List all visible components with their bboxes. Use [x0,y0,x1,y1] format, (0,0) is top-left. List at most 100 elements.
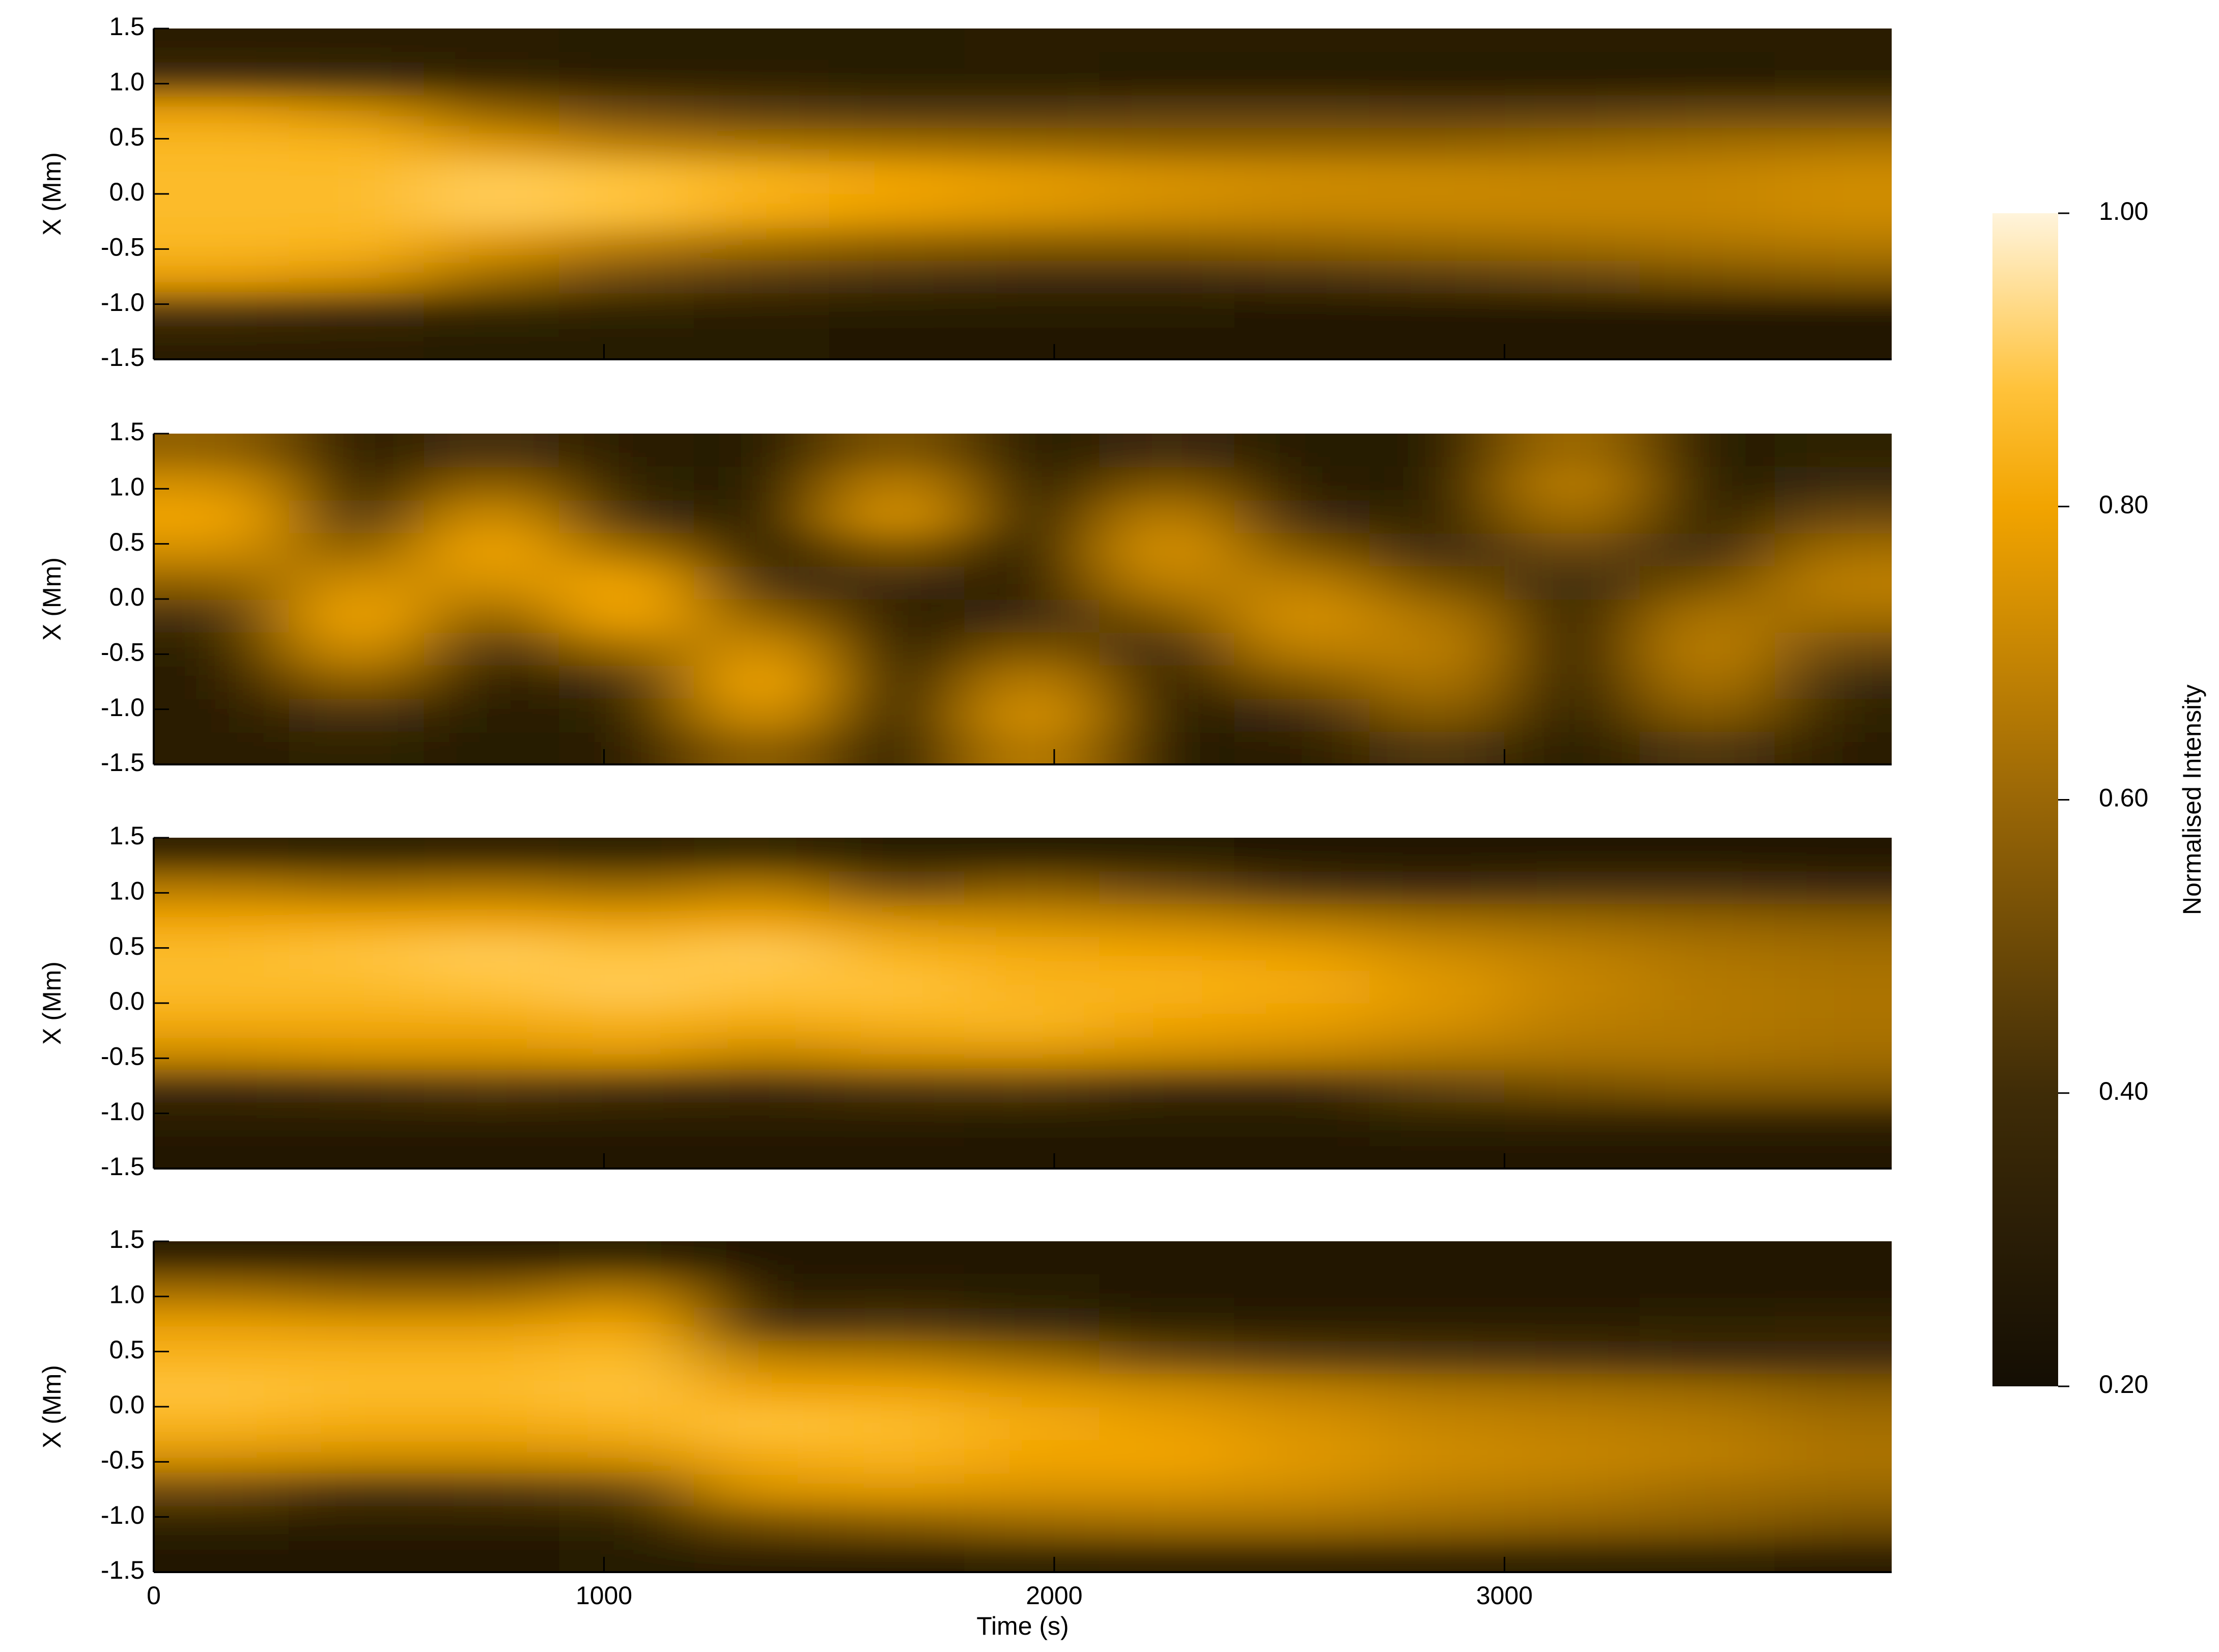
heatmap-cell [154,698,290,732]
heatmap-cell [1504,1241,1640,1275]
heatmap-cell [559,904,695,937]
heatmap-cell [154,871,290,904]
heatmap-cell [154,62,290,95]
heatmap-cell [829,1135,965,1169]
heatmap-cell [424,1407,560,1440]
heatmap-cell [1099,62,1235,95]
heatmap-cell [559,698,695,732]
heatmap-cell [1234,1341,1370,1374]
heatmap-cell [289,1135,425,1169]
heatmap-cell [1234,1307,1370,1341]
heatmap-cell [559,533,695,566]
heatmap-cell [154,1374,290,1407]
heatmap-cell [1639,1036,1776,1070]
heatmap-cell [289,161,425,194]
y-tick-label: -1.0 [101,1501,145,1529]
y-tick-label: -0.5 [101,1042,145,1071]
heatmap-cell [694,904,830,937]
heatmap-cell [1775,1307,1892,1341]
heatmap-cell [1099,260,1235,294]
heatmap-cell [829,1341,965,1374]
heatmap-cell [154,1473,290,1506]
heatmap-cell [964,467,1100,500]
y-tick-label: -1.5 [101,748,145,777]
heatmap-cell [154,500,290,533]
heatmap-cell [829,128,965,161]
heatmap-cell [289,1307,425,1341]
heatmap-cell [1234,632,1370,666]
heatmap-cell [289,1407,425,1440]
heatmap-cell [1639,95,1776,128]
heatmap-cell [964,293,1100,327]
heatmap-cell [1775,1003,1892,1037]
y-tick-label: 0.0 [109,1390,145,1419]
heatmap-cell [1639,29,1776,62]
heatmap-cell [1099,293,1235,327]
heatmap-cell [289,1036,425,1070]
heatmap-cell [1504,500,1640,533]
heatmap-cell [424,62,560,95]
heatmap-cell [1775,1506,1892,1540]
heatmap-cell [1775,1473,1892,1506]
heatmap-cell [1099,1069,1235,1103]
heatmap-cell [154,731,290,764]
heatmap-cell [1369,227,1505,261]
heatmap-cell [559,566,695,600]
heatmap-cell [559,194,695,227]
heatmap-cell [964,665,1100,699]
heatmap-cell [1775,161,1892,194]
heatmap-cell [1639,1102,1776,1136]
heatmap-cell [1504,467,1640,500]
heatmap-cell [559,665,695,699]
heatmap-cell [289,1069,425,1103]
heatmap-cell [694,1407,830,1440]
heatmap-cell [694,632,830,666]
heatmap-cell [1639,838,1776,871]
heatmap-cell [289,1506,425,1540]
heatmap-cell [964,1506,1100,1540]
heatmap-cell [1369,533,1505,566]
heatmap-cell [1369,326,1505,359]
heatmap-cell [1369,194,1505,227]
heatmap-cell [289,62,425,95]
y-tick-label: -1.0 [101,288,145,317]
heatmap-cell [1775,62,1892,95]
heatmap-cell [559,500,695,533]
heatmap-cell [1639,1135,1776,1169]
heatmap-cell [694,1274,830,1308]
heatmap-cell [1775,128,1892,161]
x-tick-label: 2000 [1026,1581,1082,1610]
heatmap-cell [559,62,695,95]
heatmap-cell [559,1241,695,1275]
heatmap-cell [154,1135,290,1169]
heatmap-cell [1099,434,1235,467]
y-tick-label: 1.5 [109,821,145,850]
heatmap-cell [1504,128,1640,161]
heatmap-cell [289,326,425,359]
heatmap-cell [964,937,1100,971]
heatmap-cell [1099,29,1235,62]
heatmap-cell [1504,293,1640,327]
heatmap-cell [1234,1102,1370,1136]
heatmap-cell [1639,62,1776,95]
heatmap-cell [829,1241,965,1275]
heatmap-cell [559,1036,695,1070]
heatmap-cell [559,1539,695,1572]
heatmap-cell [154,533,290,566]
heatmap-cell [1369,1506,1505,1540]
heatmap-cell [829,1440,965,1473]
heatmap-cell [1234,467,1370,500]
heatmap-cell [829,1473,965,1506]
colorbar [1992,213,2058,1386]
heatmap-cell [694,1506,830,1540]
heatmap-cell [289,95,425,128]
heatmap-cell [964,1069,1100,1103]
colorbar-tick-label: 0.80 [2099,490,2148,519]
heatmap-cell [1234,1036,1370,1070]
heatmap-cell [1504,871,1640,904]
heatmap-cell [289,1539,425,1572]
heatmap-cell [829,260,965,294]
heatmap-cell [1234,665,1370,699]
heatmap-cell [1369,434,1505,467]
heatmap-cell [829,62,965,95]
